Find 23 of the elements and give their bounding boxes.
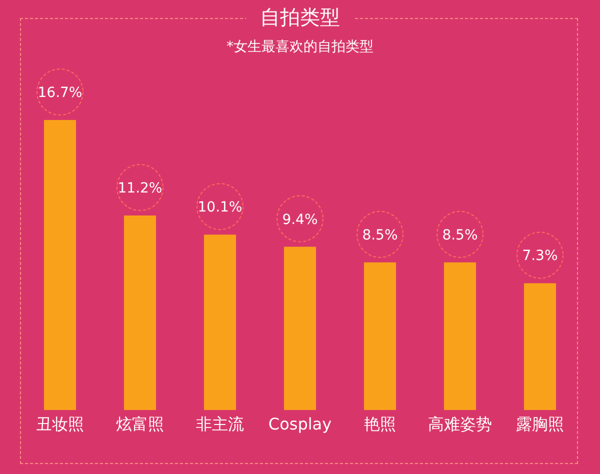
bar bbox=[124, 216, 156, 410]
bar bbox=[364, 262, 396, 410]
data-label: 8.5% bbox=[362, 227, 398, 244]
data-label: 8.5% bbox=[442, 227, 478, 244]
x-tick-label: 炫富照 bbox=[116, 414, 164, 434]
data-label: 11.2% bbox=[118, 180, 162, 197]
bar bbox=[44, 120, 76, 410]
data-label: 10.1% bbox=[198, 200, 242, 216]
x-tick-label: 露胸照 bbox=[516, 414, 564, 434]
data-label: 16.7% bbox=[38, 85, 82, 101]
x-tick-label: 非主流 bbox=[196, 414, 244, 434]
bar bbox=[204, 234, 236, 410]
x-tick-label: Cosplay bbox=[268, 414, 332, 434]
chart-subtitle: *女生最喜欢的自拍类型 bbox=[226, 38, 374, 56]
chart-title: 自拍类型 bbox=[246, 5, 354, 29]
bar bbox=[284, 246, 316, 410]
bar bbox=[524, 283, 556, 410]
x-tick-label: 丑妆照 bbox=[36, 414, 84, 434]
data-label: 9.4% bbox=[282, 212, 318, 228]
bar bbox=[444, 262, 476, 410]
x-tick-label: 艳照 bbox=[364, 414, 396, 434]
data-label: 7.3% bbox=[522, 248, 558, 264]
x-tick-label: 高难姿势 bbox=[428, 414, 492, 434]
